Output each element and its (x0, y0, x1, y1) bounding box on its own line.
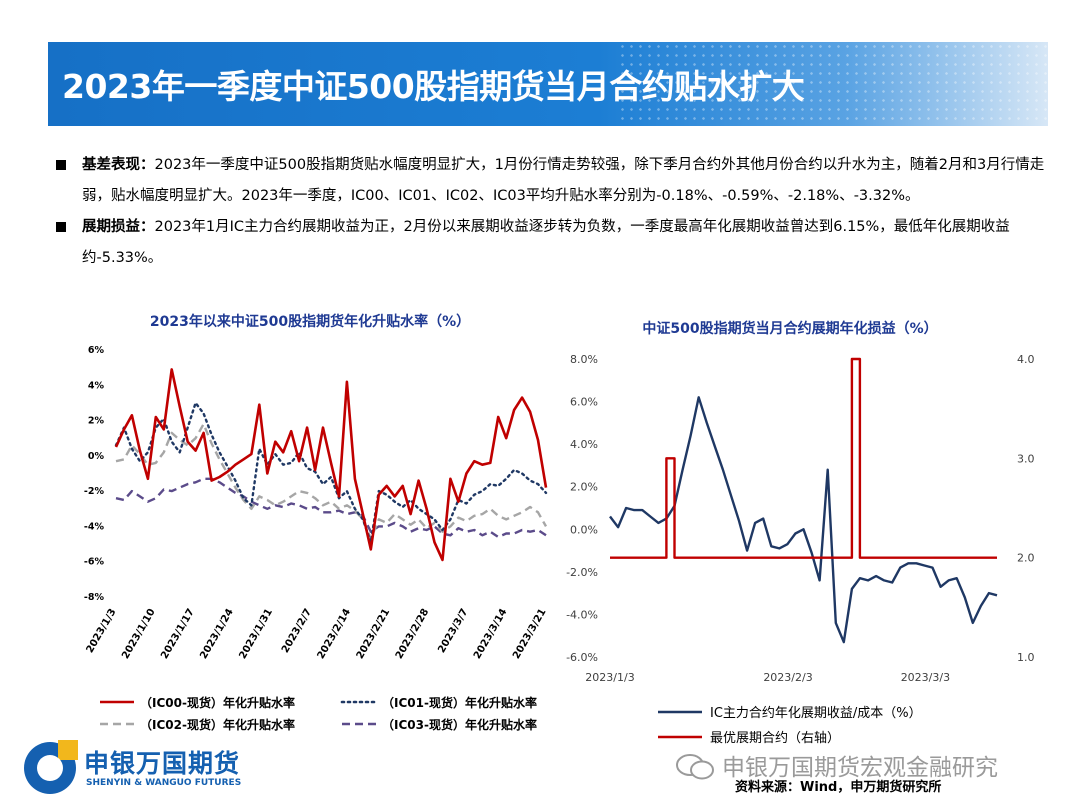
y-tick-label: 8.0% (570, 353, 598, 366)
logo-mark-icon (24, 740, 78, 794)
y-right-tick-label: 1.0 (1017, 651, 1035, 664)
x-tick-label: 2023/2/28 (394, 607, 432, 661)
y-right-tick-label: 4.0 (1017, 353, 1035, 366)
y-tick-label: -8% (84, 592, 105, 603)
logo-text: 申银万国期货 (84, 749, 241, 778)
watermark-text: 申银万国期货宏观金融研究 (722, 755, 998, 781)
legend-label: （IC02-现货）年化升贴水率 (140, 717, 295, 732)
series-line-3 (115, 477, 547, 539)
chart-title: 中证500股指期货当月合约展期年化损益（%） (642, 320, 937, 337)
y-tick-label: 2.0% (570, 481, 598, 494)
x-tick-label: 2023/3/14 (472, 607, 510, 661)
x-tick-label: 2023/3/21 (511, 607, 549, 661)
x-tick-label: 2023/1/10 (120, 607, 158, 661)
x-tick-label: 2023/1/17 (159, 607, 197, 661)
y-tick-label: -6% (84, 557, 105, 568)
x-tick-label: 2023/2/7 (280, 607, 314, 655)
banner-dot-pattern (618, 42, 1048, 126)
y-tick-label: 4% (88, 380, 105, 391)
y-tick-label: -4% (84, 521, 105, 532)
chart-title: 2023年以来中证500股指期货年化升贴水率（%） (150, 313, 470, 330)
x-tick-label: 2023/3/3 (901, 671, 950, 684)
y-tick-label: 0% (88, 451, 105, 462)
bullet-square-icon (56, 222, 66, 232)
bullet-lead: 展期损益： (82, 219, 155, 235)
wechat-icon (676, 754, 714, 780)
legend-label: （IC00-现货）年化升贴水率 (140, 695, 295, 710)
bullet-roll: 展期损益：2023年1月IC主力合约展期收益为正，2月份以来展期收益逐步转为负数… (56, 212, 1046, 274)
company-logo: 申银万国期货 SHENYIN & WANGUO FUTURES (24, 740, 254, 798)
legend-label: （IC01-现货）年化升贴水率 (382, 695, 537, 710)
bullet-lead: 基差表现： (82, 157, 155, 173)
bullet-text: 2023年1月IC主力合约展期收益为正，2月份以来展期收益逐步转为负数，一季度最… (82, 219, 1010, 266)
y-tick-label: -2.0% (566, 566, 598, 579)
y-right-tick-label: 3.0 (1017, 452, 1035, 465)
series-line-1 (114, 401, 548, 544)
y-tick-label: -6.0% (566, 651, 598, 664)
x-tick-label: 2023/2/21 (355, 607, 393, 661)
basis-rate-chart: 2023年以来中证500股指期货年化升贴水率（%） 6% 4% 2% 0% -2% -4%… (84, 313, 549, 732)
logo-subtext: SHENYIN & WANGUO FUTURES (86, 778, 242, 788)
y-tick-label: 6% (88, 345, 105, 356)
x-tick-label: 2023/1/31 (237, 607, 275, 661)
title-banner: 2023年一季度中证500股指期货当月合约贴水扩大 (48, 42, 1048, 126)
y-right-tick-label: 2.0 (1017, 552, 1035, 565)
y-tick-label: -2% (84, 486, 105, 497)
y-tick-label: 6.0% (570, 396, 598, 409)
source-note: 资料来源：Wind，申万期货研究所 (735, 780, 942, 795)
x-tick-label: 2023/2/3 (763, 671, 812, 684)
x-tick-label: 2023/1/3 (585, 671, 634, 684)
series-line-0 (114, 368, 548, 562)
y-tick-label: 4.0% (570, 438, 598, 451)
series-line-roll-yield (609, 396, 998, 644)
bullet-square-icon (56, 160, 66, 170)
legend-label: 最优展期合约（右轴） (710, 731, 840, 746)
bullet-basis: 基差表现：2023年一季度中证500股指期货贴水幅度明显扩大，1月份行情走势较强… (56, 150, 1046, 212)
bullet-list: 基差表现：2023年一季度中证500股指期货贴水幅度明显扩大，1月份行情走势较强… (56, 150, 1046, 274)
legend-label: （IC03-现货）年化升贴水率 (382, 717, 537, 732)
bullet-text: 2023年一季度中证500股指期货贴水幅度明显扩大，1月份行情走势较强，除下季月… (82, 157, 1045, 204)
x-tick-label: 2023/3/7 (436, 607, 470, 655)
x-tick-label: 2023/2/14 (316, 607, 354, 661)
roll-yield-chart: 中证500股指期货当月合约展期年化损益（%） 8.0% 6.0% 4.0% 2.0% 0… (566, 320, 1035, 746)
page-title: 2023年一季度中证500股指期货当月合约贴水扩大 (62, 67, 805, 106)
y-tick-label: 2% (88, 416, 105, 427)
y-tick-label: 0.0% (570, 523, 598, 536)
y-tick-label: -4.0% (566, 608, 598, 621)
series-line-2 (115, 422, 548, 541)
legend-label: IC主力合约年化展期收益/成本（%） (710, 706, 922, 721)
x-tick-label: 2023/1/3 (85, 607, 119, 655)
series-line-optimal-contract (610, 357, 997, 559)
x-tick-label: 2023/1/24 (198, 607, 236, 661)
